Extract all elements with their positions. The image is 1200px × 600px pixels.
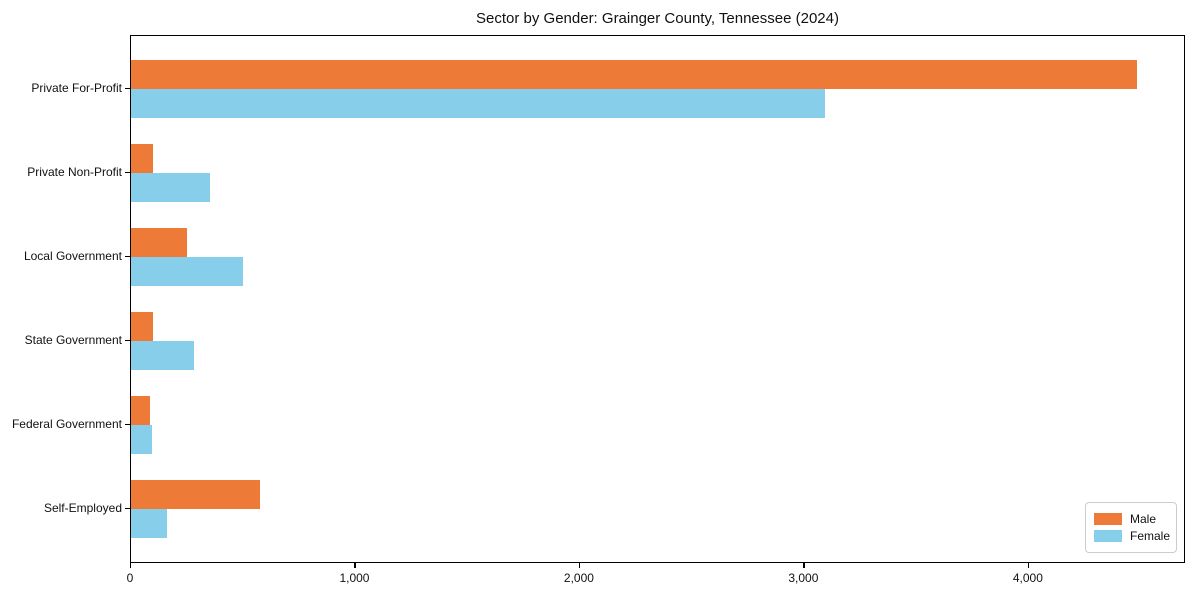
y-tick-mark	[125, 508, 130, 510]
legend-label-male: Male	[1130, 512, 1157, 526]
x-tick-mark	[1027, 563, 1030, 568]
y-axis-label-state-government: State Government	[24, 333, 122, 347]
y-axis-label-federal-government: Federal Government	[11, 417, 122, 431]
x-tick-mark	[578, 563, 581, 568]
x-axis-tick-label: 2,000	[563, 571, 594, 585]
y-tick-mark	[125, 424, 130, 426]
bar-male-private-non-profit	[131, 144, 153, 173]
bar-female-private-non-profit	[131, 173, 210, 202]
x-tick-mark	[130, 563, 132, 568]
y-axis-label-self-employed: Self-Employed	[43, 501, 122, 515]
y-axis-label-private-non-profit: Private Non-Profit	[27, 165, 122, 179]
legend-swatch-male	[1094, 513, 1122, 525]
y-tick-mark	[125, 256, 130, 258]
x-tick-mark	[803, 563, 805, 568]
x-tick-mark	[354, 563, 356, 568]
bar-female-local-government	[131, 257, 243, 286]
y-axis-label-local-government: Local Government	[23, 249, 122, 263]
bar-female-self-employed	[131, 509, 167, 538]
legend: Male Female	[1085, 502, 1177, 553]
legend-item-male: Male	[1094, 512, 1168, 526]
bar-male-local-government	[131, 228, 187, 257]
bar-male-private-for-profit	[131, 60, 1137, 89]
x-axis-tick-label: 0	[126, 571, 134, 585]
x-axis-tick-label: 3,000	[788, 571, 819, 585]
y-tick-mark	[125, 172, 130, 174]
legend-swatch-female	[1094, 530, 1122, 542]
bar-female-state-government	[131, 341, 194, 370]
chart-title: Sector by Gender: Grainger County, Tenne…	[476, 10, 839, 27]
legend-label-female: Female	[1130, 529, 1171, 543]
bar-female-federal-government	[131, 425, 152, 454]
y-axis-label-private-for-profit: Private For-Profit	[31, 81, 122, 95]
legend-item-female: Female	[1094, 529, 1171, 543]
y-tick-mark	[125, 88, 130, 90]
x-axis-tick-label: 4,000	[1012, 571, 1043, 585]
y-tick-mark	[125, 340, 130, 342]
bar-male-self-employed	[131, 480, 260, 509]
x-axis-tick-label: 1,000	[339, 571, 370, 585]
bar-male-state-government	[131, 312, 153, 341]
bar-female-private-for-profit	[131, 89, 825, 118]
bar-male-federal-government	[131, 396, 150, 425]
plot-area: Male Female	[130, 35, 1185, 563]
